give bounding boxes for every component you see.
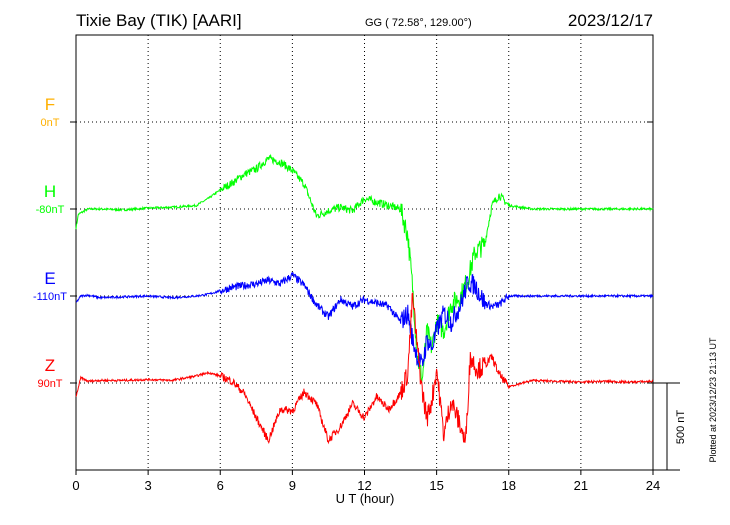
baseline-label-z: 90nT <box>37 378 62 390</box>
x-tick-label: 21 <box>574 478 588 493</box>
station-coords: GG ( 72.58°, 129.00°) <box>365 17 472 29</box>
trace-z <box>75 292 654 445</box>
x-tick-label: 15 <box>429 478 443 493</box>
traces <box>75 153 654 445</box>
trace-e <box>75 271 654 368</box>
x-tick-label: 24 <box>646 478 660 493</box>
component-label-f: F <box>45 95 55 114</box>
plot-frame <box>75 34 654 471</box>
x-axis-label: U T (hour) <box>336 491 395 506</box>
x-tick-label: 9 <box>289 478 296 493</box>
baseline-label-e: -110nT <box>33 291 67 303</box>
grid <box>70 35 653 470</box>
x-axis: 0 3 6 9 12 15 18 21 24 <box>72 470 660 493</box>
component-label-z: Z <box>45 356 55 375</box>
baseline-label-h: -80nT <box>36 204 65 216</box>
chart-title: Tixie Bay (TIK) [AARI] <box>76 11 242 30</box>
baseline-label-f: 0nT <box>41 117 60 129</box>
trace-h <box>75 153 654 383</box>
x-tick-label: 6 <box>217 478 224 493</box>
x-tick-label: 0 <box>72 478 79 493</box>
scale-bar-label: 500 nT <box>675 410 687 445</box>
x-tick-label: 3 <box>145 478 152 493</box>
x-tick-label: 18 <box>502 478 516 493</box>
x-tick-label: 12 <box>357 478 371 493</box>
component-label-h: H <box>44 182 56 201</box>
scale-bar: 500 nT <box>653 382 687 471</box>
component-label-e: E <box>44 269 55 288</box>
plotted-note: Plotted at 2023/12/23 21:13 UT <box>708 337 718 463</box>
chart-date: 2023/12/17 <box>568 11 653 30</box>
component-labels: F 0nT H -80nT E -110nT Z 90nT <box>33 95 67 390</box>
